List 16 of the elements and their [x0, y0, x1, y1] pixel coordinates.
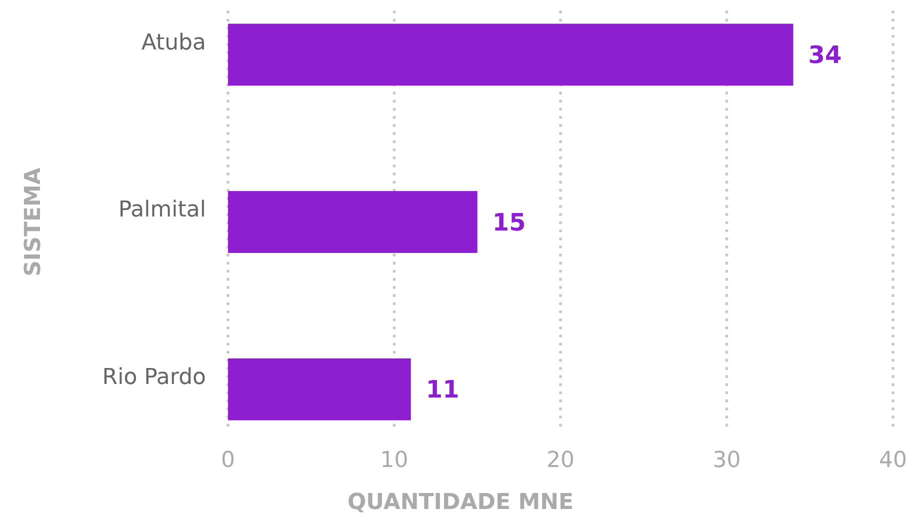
x-tick-label: 0: [221, 448, 235, 473]
y-axis-title: SISTEMA: [21, 168, 46, 276]
data-label: 11: [426, 376, 460, 404]
data-label: 15: [492, 208, 526, 236]
x-tick-label: 10: [380, 448, 408, 473]
x-tick-label: 40: [879, 448, 907, 473]
data-label: 34: [808, 41, 842, 70]
bar: [228, 24, 794, 86]
bar: [228, 191, 478, 253]
x-tick-label: 30: [712, 448, 741, 473]
y-tick-label: Palmital: [118, 198, 206, 223]
bar: [228, 358, 411, 420]
y-tick-label: Atuba: [141, 30, 206, 56]
x-axis-title: QUANTIDADE MNE: [347, 490, 574, 515]
x-tick-label: 20: [546, 448, 574, 473]
y-tick-label: Rio Pardo: [102, 365, 206, 390]
